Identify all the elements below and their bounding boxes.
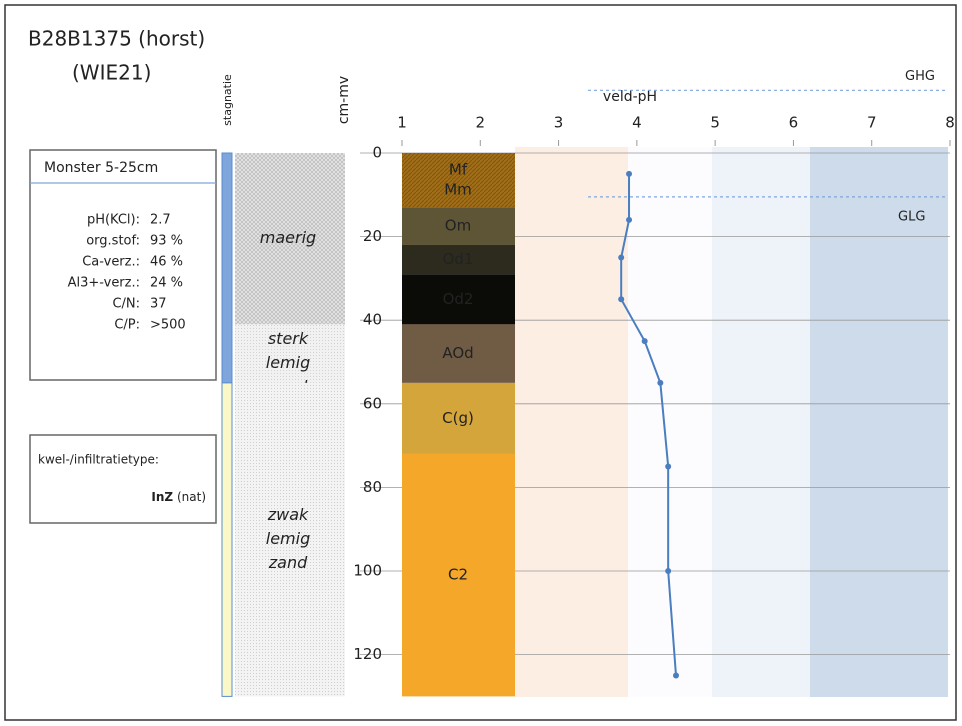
sample-value: 46 % bbox=[150, 255, 183, 270]
ph-point bbox=[665, 464, 671, 470]
sample-value: 24 % bbox=[150, 276, 183, 291]
texture-label: lemig bbox=[266, 353, 310, 372]
stagnation-layer bbox=[222, 383, 232, 697]
horizon-label: AOd bbox=[442, 344, 473, 362]
title: B28B1375 (horst) bbox=[28, 27, 205, 51]
sample-value: 37 bbox=[150, 297, 167, 312]
ph-point bbox=[642, 338, 648, 344]
ph-point bbox=[618, 296, 624, 302]
ph-point bbox=[665, 568, 671, 574]
band bbox=[810, 147, 948, 697]
y-tick-label: 60 bbox=[363, 394, 382, 412]
y-tick-label: 0 bbox=[372, 144, 382, 162]
sample-label: C/P: bbox=[114, 318, 140, 333]
sample-label: C/N: bbox=[112, 297, 140, 312]
x-tick-label: 8 bbox=[945, 114, 955, 132]
ph-point bbox=[626, 171, 632, 177]
texture-label: lemig bbox=[266, 529, 310, 548]
y-tick-label: 80 bbox=[363, 478, 382, 496]
stagnation-layer bbox=[222, 153, 232, 383]
texture-label: maerig bbox=[260, 228, 316, 247]
texture-label: sterk bbox=[268, 329, 309, 348]
texture-label: zwak bbox=[267, 505, 309, 524]
sample-label: Ca-verz.: bbox=[82, 255, 140, 270]
horizon-label: Mf bbox=[449, 161, 468, 179]
sample-value: >500 bbox=[150, 318, 186, 333]
y-tick-label: 40 bbox=[363, 311, 382, 329]
horizon-label: Mm bbox=[444, 181, 472, 199]
horizon-label: Od2 bbox=[443, 290, 474, 308]
sample-label: org.stof: bbox=[86, 234, 140, 249]
ph-point bbox=[657, 380, 663, 386]
x-tick-label: 1 bbox=[397, 114, 407, 132]
subtitle: (WIE21) bbox=[72, 61, 151, 85]
type-box bbox=[30, 435, 216, 523]
sample-value: 93 % bbox=[150, 234, 183, 249]
x-tick-label: 2 bbox=[476, 114, 486, 132]
band bbox=[712, 147, 810, 697]
y-tick-label: 120 bbox=[353, 645, 382, 663]
x-tick-label: 5 bbox=[710, 114, 720, 132]
texture-label: zand bbox=[268, 553, 308, 572]
x-axis-label: veld-pH bbox=[603, 89, 657, 105]
band bbox=[515, 147, 628, 697]
x-tick-label: 7 bbox=[867, 114, 877, 132]
type-title: kwel-/infiltratietype: bbox=[38, 453, 159, 467]
glg-label: GLG bbox=[898, 209, 925, 224]
ghg-label: GHG bbox=[905, 69, 935, 84]
type-note: (nat) bbox=[177, 490, 206, 504]
ph-point bbox=[618, 255, 624, 261]
x-tick-label: 6 bbox=[789, 114, 799, 132]
y-tick-label: 20 bbox=[363, 227, 382, 245]
stagnation-label: stagnatie bbox=[221, 74, 234, 126]
x-tick-label: 4 bbox=[632, 114, 642, 132]
horizon-label: C2 bbox=[448, 566, 468, 584]
y-axis-label: cm-mv bbox=[336, 76, 352, 124]
band bbox=[628, 147, 712, 697]
sample-value: 2.7 bbox=[150, 213, 171, 228]
horizon-label: Om bbox=[445, 217, 471, 235]
horizon-label: Od1 bbox=[443, 250, 474, 268]
page: B28B1375 (horst) (WIE21) Monster 5-25cm … bbox=[0, 0, 962, 726]
sample-title: Monster 5-25cm bbox=[44, 160, 158, 176]
sample-label: Al3+-verz.: bbox=[68, 276, 140, 291]
horizon-label: C(g) bbox=[442, 409, 474, 427]
x-tick-label: 3 bbox=[554, 114, 564, 132]
ph-point bbox=[673, 673, 679, 679]
ph-point bbox=[626, 217, 632, 223]
type-code: InZ bbox=[151, 490, 173, 504]
type-value: InZ (nat) bbox=[151, 490, 206, 504]
sample-label: pH(KCl): bbox=[87, 213, 140, 228]
y-tick-label: 100 bbox=[353, 562, 382, 580]
